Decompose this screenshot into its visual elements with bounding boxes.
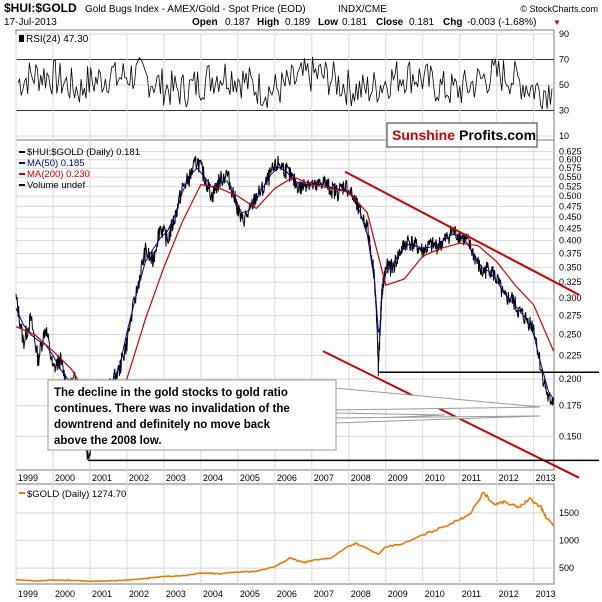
x-tick-label: 2007 [314, 473, 334, 483]
ma50-legend: MA(50) 0.185 [27, 158, 85, 169]
rsi-tick-label: 70 [559, 55, 569, 65]
gold-series-line [15, 491, 554, 583]
price-tick-label: 0.375 [559, 249, 582, 259]
rsi-line [17, 56, 553, 110]
rsi-legend-swatch [19, 35, 24, 42]
x-tick-label: 2002 [129, 473, 149, 483]
price-tick-label: 0.275 [559, 310, 582, 320]
price-tick-label: 0.625 [559, 147, 582, 157]
price-tick-label: 0.350 [559, 262, 582, 272]
gold-x-tick-label: 2008 [351, 589, 371, 599]
x-tick-label: 2001 [92, 473, 112, 483]
rsi-tick-label: 90 [559, 29, 569, 39]
low-value: 0.181 [342, 17, 367, 28]
close-value: 0.181 [409, 17, 434, 28]
volume-legend: Volume undef [27, 180, 85, 191]
price-tick-label: 0.575 [559, 163, 582, 173]
chart-description: Gold Bugs Index - AMEX/Gold - Spot Price… [85, 4, 306, 15]
annotation-callout: The decline in the gold stocks to gold r… [47, 379, 541, 451]
x-tick-label: 2000 [55, 473, 75, 483]
annotation-line-3: downtrend and definitely no move back [54, 419, 271, 431]
price-tick-label: 0.200 [559, 374, 582, 384]
gold-x-tick-label: 2003 [166, 589, 186, 599]
rsi-tick-label: 30 [559, 106, 569, 116]
gold-x-tick-label: 2004 [203, 589, 223, 599]
price-tick-label: 0.300 [559, 293, 582, 303]
gold-x-tick-label: 2000 [55, 589, 75, 599]
high-label: High [257, 17, 279, 28]
high-value: 0.189 [285, 17, 310, 28]
price-tick-label: 0.500 [559, 191, 582, 201]
logo-sunshine: Sunshine [392, 127, 455, 143]
gold-tick-label: 1500 [559, 508, 579, 518]
x-tick-label: 2006 [277, 473, 297, 483]
x-tick-label: 2011 [462, 473, 481, 483]
gold-tick-label: 500 [559, 563, 574, 573]
x-tick-label: 2008 [351, 473, 371, 483]
chart-exchange: INDX/CME [338, 4, 387, 15]
gold-x-tick-label: 2001 [92, 589, 112, 599]
price-tick-label: 0.325 [559, 277, 582, 287]
gold-x-tick-label: 2010 [425, 589, 445, 599]
price-tick-label: 0.475 [559, 201, 582, 211]
annotation-line-1: The decline in the gold stocks to gold r… [54, 387, 288, 399]
copyright: © StockCharts.com [520, 4, 598, 14]
gold-x-tick-label: 1999 [18, 589, 38, 599]
gold-x-tick-label: 2012 [499, 589, 519, 599]
gold-x-tick-label: 2007 [314, 589, 334, 599]
x-tick-label: 1999 [18, 473, 38, 483]
ohlc-readout: Open 0.187 High 0.189 Low 0.181 Close 0.… [192, 17, 561, 28]
gold-x-tick-label: 2013 [536, 589, 556, 599]
chg-down-icon: ▼ [553, 18, 561, 27]
downtrend-line [322, 350, 580, 479]
x-tick-label: 2012 [499, 473, 519, 483]
price-tick-label: 0.175 [559, 401, 582, 411]
logo-profits: Profits.com [459, 127, 536, 143]
x-tick-label: 2010 [425, 473, 445, 483]
x-tick-label: 2003 [166, 473, 186, 483]
rsi-tick-label: 50 [559, 80, 569, 90]
price-tick-label: 0.600 [559, 155, 582, 165]
price-legend: $HUI:$GOLD (Daily) 0.181 [27, 147, 140, 158]
downtrend-line [344, 170, 580, 296]
open-value: 0.187 [225, 17, 250, 28]
chart-symbol: $HUI:$GOLD [4, 1, 77, 15]
gold-tick-label: 1000 [559, 536, 579, 546]
x-tick-label: 2004 [203, 473, 223, 483]
gold-x-tick-label: 2005 [240, 589, 260, 599]
x-tick-label: 2009 [388, 473, 408, 483]
rsi-legend: RSI(24) 47.30 [26, 34, 89, 45]
price-tick-label: 0.550 [559, 172, 582, 182]
chart-date: 17-Jul-2013 [4, 17, 57, 28]
rsi-tick-label: 10 [559, 131, 569, 141]
chg-label: Chg [443, 17, 462, 28]
x-tick-label: 2005 [240, 473, 260, 483]
gold-x-tick-label: 2006 [277, 589, 297, 599]
price-tick-label: 0.150 [559, 431, 582, 441]
price-tick-label: 0.425 [559, 224, 582, 234]
gold-x-tick-label: 2009 [388, 589, 408, 599]
chg-value: -0.003 (-1.68%) [467, 17, 536, 28]
price-tick-label: 0.225 [559, 351, 582, 361]
gold-x-tick-label: 2011 [462, 589, 481, 599]
price-tick-label: 0.400 [559, 236, 582, 246]
sunshine-profits-logo: Sunshine Profits.com [386, 122, 538, 148]
gold-x-tick-label: 2002 [129, 589, 149, 599]
price-tick-label: 0.525 [559, 181, 582, 191]
close-label: Close [376, 17, 404, 28]
open-label: Open [192, 17, 218, 28]
low-label: Low [318, 17, 338, 28]
gold-legend: $GOLD (Daily) 1274.70 [27, 489, 126, 500]
ma200-legend: MA(200) 0.230 [27, 169, 90, 180]
annotation-line-2: continues. There was no invalidation of … [54, 403, 290, 415]
annotation-line-4: above the 2008 low. [54, 435, 162, 447]
x-tick-label: 2013 [536, 473, 556, 483]
price-tick-label: 0.450 [559, 212, 582, 222]
price-tick-label: 0.250 [559, 329, 582, 339]
